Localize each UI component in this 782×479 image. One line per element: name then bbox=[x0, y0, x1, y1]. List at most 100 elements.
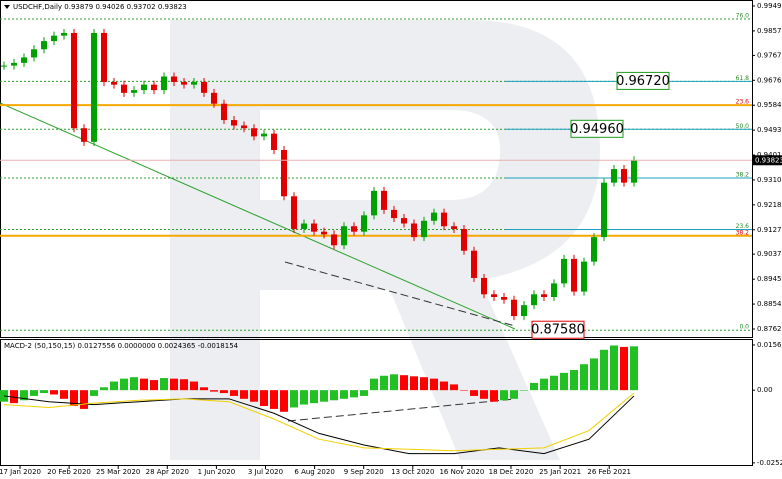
candle bbox=[301, 223, 307, 229]
macd-bar bbox=[600, 349, 608, 391]
macd-bar bbox=[450, 384, 458, 391]
macd-bar bbox=[500, 390, 508, 401]
macd-bar bbox=[610, 345, 618, 391]
macd-bar bbox=[160, 378, 168, 391]
price-box-label: 0.96720 bbox=[616, 74, 670, 89]
macd-signal-line bbox=[3, 392, 635, 452]
macd-bar bbox=[400, 375, 408, 391]
price-box-label: 0.87580 bbox=[531, 323, 585, 338]
x-tick-label: 3 Jul 2020 bbox=[248, 468, 283, 476]
candle bbox=[201, 81, 207, 93]
candle bbox=[151, 84, 157, 91]
macd-bar bbox=[110, 381, 118, 391]
candle bbox=[611, 169, 617, 183]
candle bbox=[291, 196, 297, 229]
candle bbox=[501, 297, 507, 300]
candle bbox=[431, 212, 437, 221]
macd-bar bbox=[210, 390, 218, 392]
x-tick-label: 25 Mar 2020 bbox=[96, 468, 140, 476]
candle bbox=[211, 92, 217, 104]
macd-bar bbox=[580, 364, 588, 391]
x-tick-label: 1 Jun 2020 bbox=[198, 468, 236, 476]
macd-bar bbox=[90, 390, 98, 396]
candle bbox=[311, 223, 317, 232]
fib-level-label: 61.8 bbox=[736, 75, 750, 82]
macd-bar bbox=[0, 390, 8, 402]
candle bbox=[381, 190, 387, 210]
macd-bar bbox=[270, 390, 278, 409]
macd-bar bbox=[20, 390, 28, 401]
x-tick-label: 9 Sep 2020 bbox=[344, 468, 384, 476]
macd-bar bbox=[130, 377, 138, 391]
candle bbox=[491, 294, 497, 298]
macd-bar bbox=[100, 387, 108, 391]
macd-bar bbox=[560, 372, 568, 391]
candle bbox=[451, 226, 457, 229]
candle bbox=[1, 65, 7, 67]
macd-bar bbox=[40, 390, 48, 394]
candle bbox=[341, 226, 347, 246]
candle bbox=[461, 228, 467, 251]
candle bbox=[351, 226, 357, 232]
y-tick-label: 0.92185 bbox=[757, 201, 782, 209]
candle bbox=[261, 133, 267, 137]
candle bbox=[391, 209, 397, 219]
macd-bar bbox=[280, 390, 288, 412]
macd-dashed-line bbox=[287, 398, 516, 422]
fib-level-label: 0.0 bbox=[739, 324, 749, 331]
candle bbox=[591, 237, 597, 262]
macd-bar bbox=[540, 378, 548, 391]
macd-bar bbox=[620, 346, 628, 391]
x-tick-label: 17 Jan 2020 bbox=[0, 468, 41, 476]
x-tick-label: 18 Dec 2020 bbox=[489, 468, 534, 476]
y-tick-label: 0.87625 bbox=[757, 325, 782, 333]
y-tick-label: 0.95845 bbox=[757, 101, 782, 109]
macd-bar bbox=[80, 390, 88, 409]
candle bbox=[601, 182, 607, 238]
macd-y-tick-label: -0.0252188 bbox=[757, 459, 782, 467]
macd-bar bbox=[570, 369, 578, 391]
candle bbox=[91, 32, 97, 142]
macd-bar bbox=[60, 390, 68, 399]
macd-bar bbox=[470, 390, 478, 396]
candle bbox=[281, 150, 287, 197]
candle bbox=[41, 41, 47, 50]
macd-bar bbox=[330, 390, 338, 401]
candle bbox=[231, 120, 237, 126]
fib-level-label: 38.2 bbox=[736, 172, 750, 179]
macd-bar bbox=[590, 358, 598, 391]
macd-bar bbox=[140, 378, 148, 391]
macd-bar bbox=[260, 390, 268, 407]
x-tick-label: 25 Jan 2021 bbox=[539, 468, 581, 476]
macd-bar bbox=[150, 380, 158, 391]
candle bbox=[371, 190, 377, 216]
candle bbox=[551, 283, 557, 298]
candle bbox=[421, 220, 427, 238]
macd-bar bbox=[340, 390, 348, 399]
macd-main-line bbox=[3, 395, 635, 455]
candle bbox=[191, 81, 197, 85]
x-tick-label: 13 Oct 2020 bbox=[391, 468, 434, 476]
macd-bar bbox=[440, 381, 448, 391]
macd-bar bbox=[510, 390, 518, 399]
candle bbox=[251, 128, 257, 137]
y-tick-label: 0.94015 bbox=[757, 151, 782, 159]
support-level-label: 38.2 bbox=[736, 229, 750, 236]
candle bbox=[471, 250, 477, 278]
price-box bbox=[616, 71, 670, 90]
macd-bar bbox=[320, 390, 328, 402]
candle bbox=[441, 212, 447, 227]
macd-bar bbox=[250, 390, 258, 402]
macd-bar bbox=[390, 374, 398, 391]
candle bbox=[621, 169, 627, 183]
macd-bar bbox=[520, 390, 528, 391]
macd-bar bbox=[200, 387, 208, 391]
candle bbox=[271, 133, 277, 151]
macd-y-tick-label: 0.00 bbox=[757, 386, 773, 394]
candle bbox=[321, 231, 327, 235]
macd-bar bbox=[370, 378, 378, 391]
macd-bar bbox=[190, 381, 198, 391]
